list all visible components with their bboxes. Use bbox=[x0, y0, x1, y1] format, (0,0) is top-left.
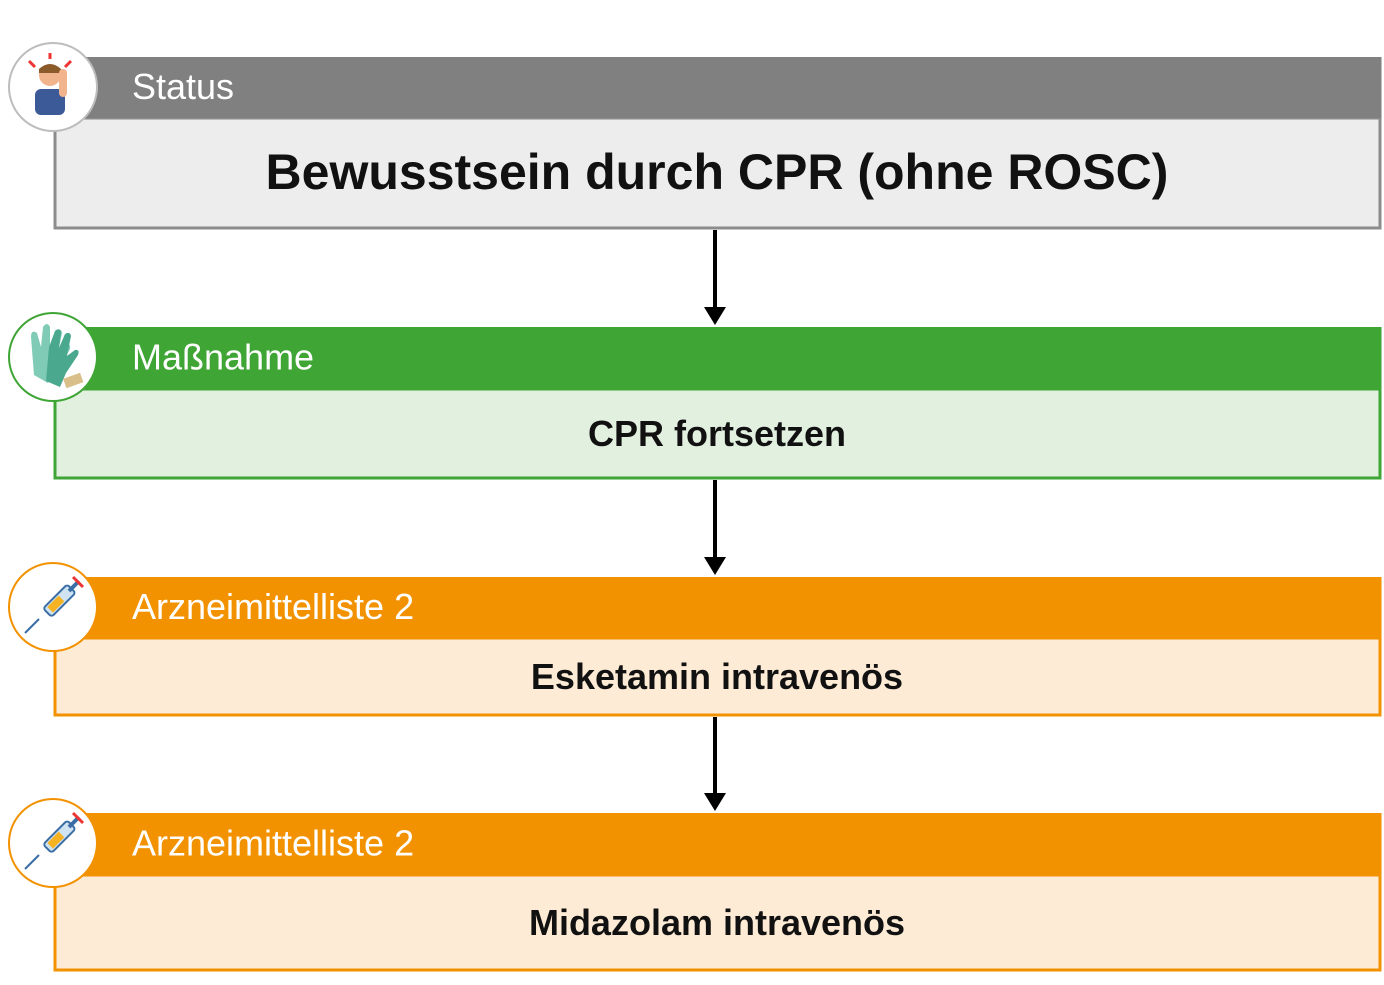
step-body-text: Midazolam intravenös bbox=[529, 902, 905, 943]
step-header-text: Status bbox=[132, 66, 234, 107]
step-header-text: Maßnahme bbox=[132, 337, 314, 378]
icon-part bbox=[24, 854, 40, 870]
step-body-text: CPR fortsetzen bbox=[588, 413, 846, 454]
step-body bbox=[53, 116, 1382, 230]
step-header bbox=[53, 57, 1382, 118]
icon-circle bbox=[8, 42, 98, 132]
icon-part bbox=[27, 53, 73, 69]
icon-part bbox=[46, 329, 79, 387]
step-body-text: Bewusstsein durch CPR (ohne ROSC) bbox=[266, 144, 1169, 200]
arrow-head bbox=[704, 793, 726, 811]
icon-part bbox=[59, 69, 67, 97]
step-header bbox=[53, 577, 1382, 638]
step-body bbox=[53, 387, 1382, 480]
step-body-text: Esketamin intravenös bbox=[531, 656, 903, 697]
arrow-head bbox=[704, 557, 726, 575]
icon-part bbox=[47, 831, 65, 849]
arrow-head bbox=[704, 307, 726, 325]
icon-part bbox=[39, 64, 61, 73]
icon-part bbox=[35, 89, 65, 115]
icon-part bbox=[63, 372, 84, 389]
step-header bbox=[53, 813, 1382, 875]
icon bbox=[24, 575, 85, 634]
step-body bbox=[53, 873, 1382, 972]
step-header-text: Arzneimittelliste 2 bbox=[132, 586, 414, 627]
step-header-text: Arzneimittelliste 2 bbox=[132, 823, 414, 864]
icon-part bbox=[71, 575, 85, 589]
icon-part bbox=[24, 618, 40, 634]
step-header bbox=[53, 327, 1382, 389]
icon-part bbox=[47, 595, 65, 613]
icon bbox=[24, 811, 85, 870]
icon bbox=[31, 324, 84, 389]
icon bbox=[27, 53, 73, 115]
step-body bbox=[53, 636, 1382, 717]
icon-part bbox=[71, 811, 85, 825]
